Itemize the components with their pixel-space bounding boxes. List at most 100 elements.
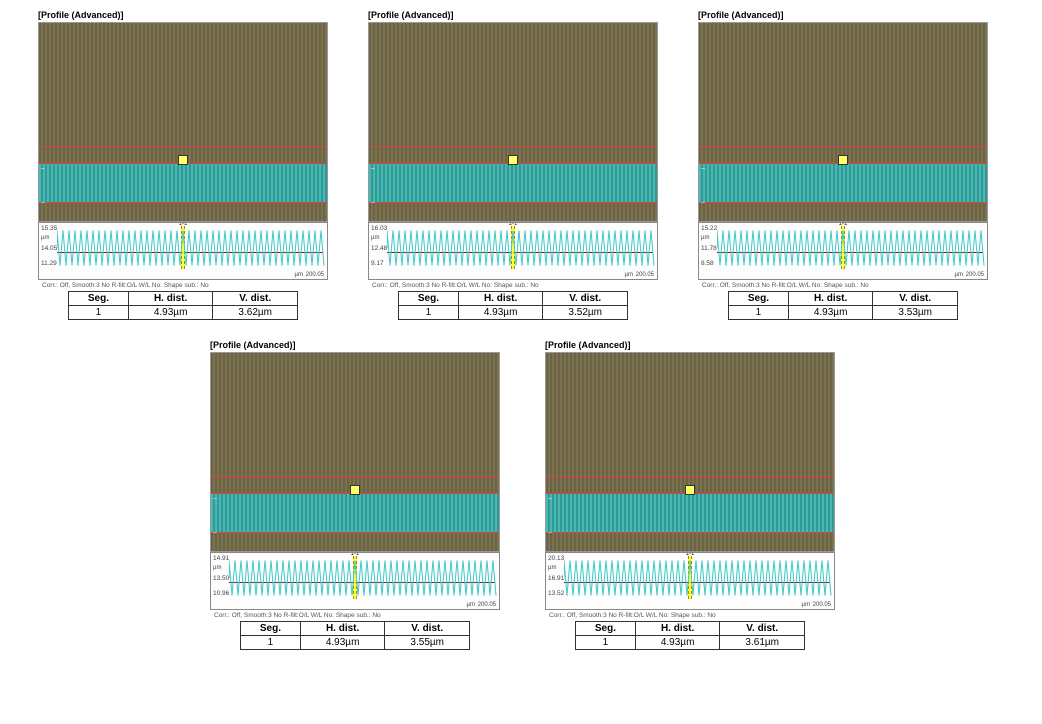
- waveform-chart[interactable]: 14.91 µm 13.50 10.96 1-1 200.05 µm: [210, 552, 500, 610]
- panel-title: [Profile (Advanced)]: [698, 8, 988, 22]
- chart-caption: Corr.: Off, Smooth:3 No R-filt:O/L W/L N…: [368, 280, 658, 291]
- table-row: 1 4.93µm 3.52µm: [399, 306, 628, 320]
- panel-title: [Profile (Advanced)]: [545, 338, 835, 352]
- cell-hdist: 4.93µm: [635, 636, 720, 650]
- chart-caption: Corr.: Off, Smooth:3 No R-filt:O/L W/L N…: [210, 610, 500, 621]
- chart-caption: Corr.: Off, Smooth:3 No R-filt:O/L W/L N…: [38, 280, 328, 291]
- y-tick: 11.78: [701, 245, 717, 252]
- y-tick: 13.50: [213, 575, 229, 582]
- waveform-svg: [564, 556, 832, 600]
- measurement-band: [39, 163, 327, 203]
- y-tick: 13.52: [548, 590, 564, 597]
- cell-vdist: 3.61µm: [720, 636, 805, 650]
- table-row: 1 4.93µm 3.61µm: [576, 636, 805, 650]
- profile-panel: [Profile (Advanced)] – – 16.03 µm 12.48 …: [368, 8, 658, 320]
- cursor-marker[interactable]: [178, 155, 188, 165]
- panel-row-2: [Profile (Advanced)] – – 14.91 µm 13.50 …: [0, 320, 1042, 650]
- measurement-table: Seg. H. dist. V. dist. 1 4.93µm 3.52µm: [398, 291, 628, 320]
- waveform-svg: [387, 226, 655, 270]
- panel-title: [Profile (Advanced)]: [368, 8, 658, 22]
- cell-vdist: 3.62µm: [213, 306, 298, 320]
- image-tick: –: [701, 165, 705, 172]
- x-unit: µm: [467, 602, 475, 608]
- y-tick: 9.17: [371, 260, 384, 267]
- profile-image[interactable]: – –: [38, 22, 328, 222]
- x-max: 200.05: [966, 272, 984, 278]
- y-unit: µm: [371, 235, 379, 241]
- col-seg: Seg.: [399, 292, 459, 306]
- table-row: 1 4.93µm 3.62µm: [69, 306, 298, 320]
- image-tick: –: [213, 495, 217, 502]
- profile-panel: [Profile (Advanced)] – – 15.22 µm 11.78 …: [698, 8, 988, 320]
- profile-image[interactable]: – –: [698, 22, 988, 222]
- panel-title: [Profile (Advanced)]: [210, 338, 500, 352]
- cell-hdist: 4.93µm: [788, 306, 873, 320]
- waveform-svg: [717, 226, 985, 270]
- cell-hdist: 4.93µm: [300, 636, 385, 650]
- y-unit: µm: [41, 235, 49, 241]
- cell-vdist: 3.55µm: [385, 636, 470, 650]
- measurement-table: Seg. H. dist. V. dist. 1 4.93µm 3.62µm: [68, 291, 298, 320]
- col-hdist: H. dist.: [300, 622, 385, 636]
- y-unit: µm: [213, 565, 221, 571]
- cursor-marker[interactable]: [508, 155, 518, 165]
- panel-title: [Profile (Advanced)]: [38, 8, 328, 22]
- y-tick: 15.35: [41, 225, 57, 232]
- cell-seg: 1: [576, 636, 636, 650]
- table-row: 1 4.93µm 3.53µm: [729, 306, 958, 320]
- waveform-svg: [57, 226, 325, 270]
- image-tick: –: [701, 199, 705, 206]
- waveform-chart[interactable]: 15.35 µm 14.05 11.29 1-1 200.05 µm: [38, 222, 328, 280]
- y-tick: 20.13: [548, 555, 564, 562]
- x-unit: µm: [295, 272, 303, 278]
- image-tick: –: [371, 199, 375, 206]
- waveform-chart[interactable]: 16.03 µm 12.48 9.17 1-1 200.05 µm: [368, 222, 658, 280]
- col-seg: Seg.: [69, 292, 129, 306]
- col-vdist: V. dist.: [873, 292, 958, 306]
- chart-caption: Corr.: Off, Smooth:3 No R-filt:O/L W/L N…: [545, 610, 835, 621]
- y-tick: 15.22: [701, 225, 717, 232]
- waveform-svg: [229, 556, 497, 600]
- measurement-table: Seg. H. dist. V. dist. 1 4.93µm 3.53µm: [728, 291, 958, 320]
- y-tick: 11.29: [41, 260, 57, 267]
- col-vdist: V. dist.: [720, 622, 805, 636]
- measurement-table: Seg. H. dist. V. dist. 1 4.93µm 3.61µm: [575, 621, 805, 650]
- image-tick: –: [548, 495, 552, 502]
- measurement-band: [546, 493, 834, 533]
- waveform-chart[interactable]: 15.22 µm 11.78 8.58 1-1 200.05 µm: [698, 222, 988, 280]
- y-unit: µm: [548, 565, 556, 571]
- panel-row-1: [Profile (Advanced)] – – 15.35 µm 14.05 …: [0, 0, 1042, 320]
- table-row: 1 4.93µm 3.55µm: [241, 636, 470, 650]
- profile-image[interactable]: – –: [368, 22, 658, 222]
- cursor-marker[interactable]: [685, 485, 695, 495]
- col-seg: Seg.: [576, 622, 636, 636]
- measurement-table: Seg. H. dist. V. dist. 1 4.93µm 3.55µm: [240, 621, 470, 650]
- y-tick: 12.48: [371, 245, 387, 252]
- y-tick: 14.91: [213, 555, 229, 562]
- waveform-chart[interactable]: 20.13 µm 16.91 13.52 1-1 200.05 µm: [545, 552, 835, 610]
- cursor-marker[interactable]: [838, 155, 848, 165]
- cell-seg: 1: [69, 306, 129, 320]
- y-tick: 14.05: [41, 245, 57, 252]
- profile-panel: [Profile (Advanced)] – – 14.91 µm 13.50 …: [210, 338, 500, 650]
- chart-caption: Corr.: Off, Smooth:3 No R-filt:O/L W/L N…: [698, 280, 988, 291]
- cell-seg: 1: [399, 306, 459, 320]
- cell-seg: 1: [241, 636, 301, 650]
- cell-hdist: 4.93µm: [128, 306, 213, 320]
- profile-panel: [Profile (Advanced)] – – 15.35 µm 14.05 …: [38, 8, 328, 320]
- image-tick: –: [548, 529, 552, 536]
- x-unit: µm: [802, 602, 810, 608]
- profile-panel: [Profile (Advanced)] – – 20.13 µm 16.91 …: [545, 338, 835, 650]
- cursor-marker[interactable]: [350, 485, 360, 495]
- profile-image[interactable]: – –: [545, 352, 835, 552]
- col-vdist: V. dist.: [213, 292, 298, 306]
- col-hdist: H. dist.: [635, 622, 720, 636]
- cell-vdist: 3.53µm: [873, 306, 958, 320]
- x-max: 200.05: [478, 602, 496, 608]
- image-tick: –: [213, 529, 217, 536]
- profile-image[interactable]: – –: [210, 352, 500, 552]
- col-vdist: V. dist.: [543, 292, 628, 306]
- measurement-band: [211, 493, 499, 533]
- image-tick: –: [371, 165, 375, 172]
- x-max: 200.05: [813, 602, 831, 608]
